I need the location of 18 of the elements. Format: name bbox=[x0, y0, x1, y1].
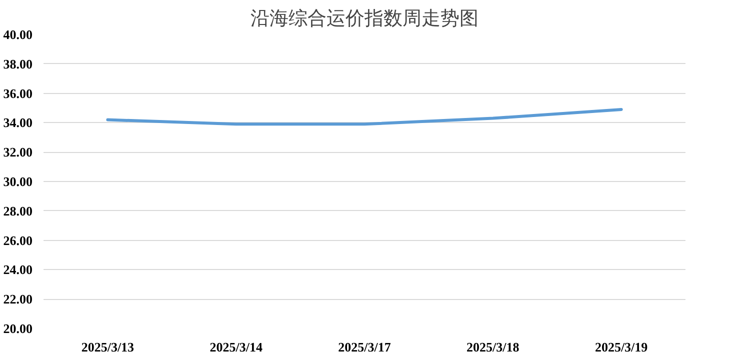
y-tick-label: 24.00 bbox=[3, 262, 32, 278]
y-tick-label: 36.00 bbox=[3, 86, 32, 101]
x-tick-label: 2025/3/19 bbox=[594, 340, 648, 354]
y-tick-label: 38.00 bbox=[3, 56, 32, 72]
y-tick-label: 22.00 bbox=[3, 292, 32, 307]
y-tick-label: 28.00 bbox=[3, 203, 32, 218]
x-tick-label: 2025/3/14 bbox=[210, 340, 263, 354]
y-tick-label: 30.00 bbox=[3, 174, 32, 189]
x-tick-label: 2025/3/17 bbox=[338, 340, 392, 354]
y-tick-label: 32.00 bbox=[3, 144, 32, 160]
y-tick-label: 20.00 bbox=[3, 321, 32, 336]
x-tick-label: 2025/3/13 bbox=[81, 340, 135, 354]
y-tick-label: 34.00 bbox=[3, 115, 32, 130]
y-tick-label: 26.00 bbox=[3, 232, 32, 248]
x-tick-label: 2025/3/18 bbox=[466, 340, 520, 354]
line-series bbox=[106, 108, 623, 126]
y-tick-label: 40.00 bbox=[3, 27, 32, 42]
chart-title: 沿海综合运价指数周走势图 bbox=[250, 8, 478, 30]
